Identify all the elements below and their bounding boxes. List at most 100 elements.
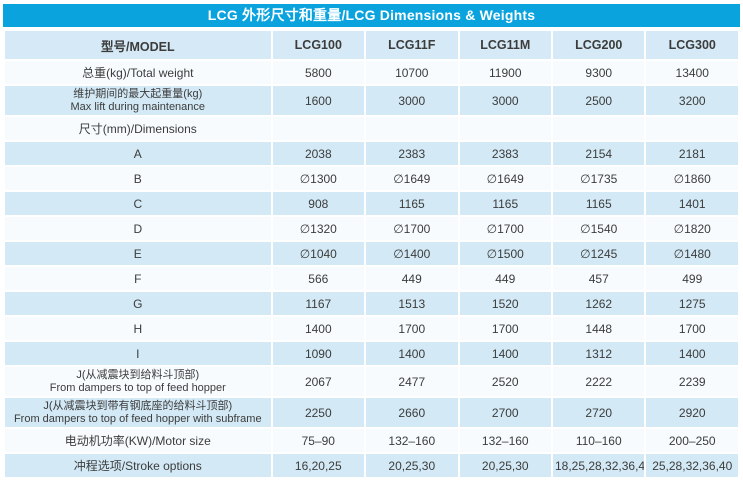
table-row: G 1167 1513 1520 1262 1275 [3, 290, 740, 317]
cell-value: 3000 [457, 84, 554, 117]
cell-value: 3000 [364, 84, 460, 117]
cell-value: 1401 [644, 190, 740, 217]
cell-value: 457 [550, 265, 647, 292]
row-label: F [3, 265, 273, 292]
cell-value: 1262 [550, 290, 647, 317]
cell-value: ∅1040 [270, 240, 367, 267]
table-row: A 2038 2383 2383 2154 2181 [3, 140, 740, 167]
cell-value: 1400 [364, 340, 460, 367]
cell-value: 2500 [550, 84, 647, 117]
table-row: 冲程选项/Stroke options 16,20,25 20,25,30 20,25… [3, 452, 740, 479]
table-row: I 1090 1400 1400 1312 1400 [3, 340, 740, 367]
cell-value: 2700 [457, 396, 554, 429]
cell-value: ∅1649 [457, 165, 554, 192]
row-label: C [3, 190, 273, 217]
cell-value: 2181 [644, 140, 740, 167]
cell-value: 2154 [550, 140, 647, 167]
table-row: H 1400 1700 1700 1448 1700 [3, 315, 740, 342]
cell-value: 2222 [550, 365, 647, 398]
cell-value: 132–160 [457, 427, 554, 454]
column-header-lcg11m: LCG11M [457, 29, 554, 61]
cell-value: 18,25,28,32,36,40 [550, 452, 647, 479]
cell-value: 566 [270, 265, 367, 292]
cell-value: 1400 [270, 315, 367, 342]
cell-value: 5800 [270, 59, 367, 86]
cell-value: 1165 [364, 190, 460, 217]
cell-value: 2383 [457, 140, 554, 167]
cell-value: 1400 [457, 340, 554, 367]
cell-value: ∅1400 [364, 240, 460, 267]
row-label: A [3, 140, 273, 167]
table-row: 总重(kg)/Total weight 5800 10700 11900 9300 134… [3, 59, 740, 86]
row-label: J(从减震块到给料斗顶部) From dampers to top of feed… [3, 365, 273, 398]
cell-value: 2520 [457, 365, 554, 398]
cell-value: 2383 [364, 140, 460, 167]
table-row: J(从减震块到带有钢底座的给料斗顶部) From dampers to top o… [3, 396, 740, 429]
cell-value: 2477 [364, 365, 460, 398]
cell-value: 1275 [644, 290, 740, 317]
column-header-lcg11f: LCG11F [364, 29, 460, 61]
cell-value: ∅1320 [270, 215, 367, 242]
row-label: 冲程选项/Stroke options [3, 452, 273, 479]
column-header-lcg100: LCG100 [270, 29, 367, 61]
cell-value: 132–160 [364, 427, 460, 454]
cell-value: 1700 [644, 315, 740, 342]
page-title: LCG 外形尺寸和重量/LCG Dimensions & Weights [3, 4, 740, 27]
row-label: J(从减震块到带有钢底座的给料斗顶部) From dampers to top o… [3, 396, 273, 429]
cell-value: 1312 [550, 340, 647, 367]
table-body: 总重(kg)/Total weight 5800 10700 11900 9300 134… [3, 59, 740, 479]
cell-value: ∅1540 [550, 215, 647, 242]
row-label: 维护期间的最大起重量(kg) Max lift during maintenanc… [3, 84, 273, 117]
cell-value: 2720 [550, 396, 647, 429]
row-label: E [3, 240, 273, 267]
cell-value: 1167 [270, 290, 367, 317]
cell-value: ∅1735 [550, 165, 647, 192]
cell-value: 16,20,25 [270, 452, 367, 479]
cell-value: 2239 [644, 365, 740, 398]
table-row: C 908 1165 1165 1165 1401 [3, 190, 740, 217]
cell-value: 1513 [364, 290, 460, 317]
cell-value: 449 [364, 265, 460, 292]
spec-table: 型号/MODEL LCG100 LCG11F LCG11M LCG200 LCG300 总… [3, 29, 740, 479]
model-label-header: 型号/MODEL [3, 29, 273, 61]
row-label: B [3, 165, 273, 192]
table-row: J(从减震块到给料斗顶部) From dampers to top of feed… [3, 365, 740, 398]
cell-value: 3200 [644, 84, 740, 117]
cell-value: 2920 [644, 396, 740, 429]
cell-value: 20,25,30 [364, 452, 460, 479]
cell-value: ∅1300 [270, 165, 367, 192]
cell-value: 2660 [364, 396, 460, 429]
row-label: 尺寸(mm)/Dimensions [3, 115, 273, 142]
cell-value: 75–90 [270, 427, 367, 454]
cell-value: 499 [644, 265, 740, 292]
cell-value: 1400 [644, 340, 740, 367]
cell-value: ∅1480 [644, 240, 740, 267]
cell-value: 908 [270, 190, 367, 217]
table-row: F 566 449 449 457 499 [3, 265, 740, 292]
table-row: 尺寸(mm)/Dimensions [3, 115, 740, 142]
cell-value [457, 115, 554, 142]
cell-value: 20,25,30 [457, 452, 554, 479]
cell-value: 200–250 [644, 427, 740, 454]
row-label: I [3, 340, 273, 367]
table-row: E ∅1040 ∅1400 ∅1500 ∅1245 ∅1480 [3, 240, 740, 267]
cell-value [550, 115, 647, 142]
cell-value: 2038 [270, 140, 367, 167]
row-label: H [3, 315, 273, 342]
table-row: 电动机功率(KW)/Motor size 75–90 132–160 132–160 1… [3, 427, 740, 454]
cell-value: 1448 [550, 315, 647, 342]
cell-value: 1700 [457, 315, 554, 342]
cell-value: ∅1820 [644, 215, 740, 242]
cell-value: 1090 [270, 340, 367, 367]
cell-value: 25,28,32,36,40 [644, 452, 740, 479]
row-label: D [3, 215, 273, 242]
column-header-lcg300: LCG300 [644, 29, 740, 61]
cell-value: 11900 [457, 59, 554, 86]
row-label: G [3, 290, 273, 317]
cell-value: 13400 [644, 59, 740, 86]
cell-value: 1700 [364, 315, 460, 342]
cell-value [644, 115, 740, 142]
cell-value: 1520 [457, 290, 554, 317]
cell-value: 9300 [550, 59, 647, 86]
cell-value: ∅1700 [457, 215, 554, 242]
